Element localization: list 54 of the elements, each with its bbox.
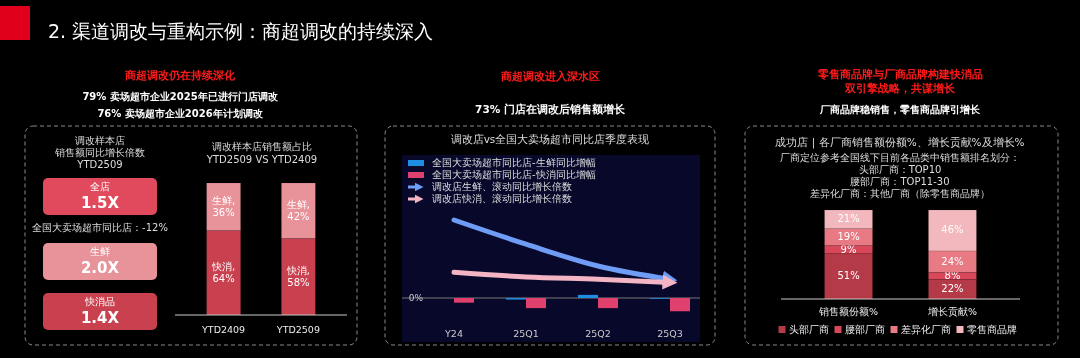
text: 生鲜 [90, 246, 110, 257]
text: 差异化厂商：其他厂商（除零售商品牌） [810, 188, 990, 199]
text: 调改样本店 [75, 135, 125, 146]
text: 头部厂商：TOP10 [858, 164, 942, 175]
x-tick-label: 销售额份额% [818, 305, 879, 317]
legend-label: 全国大卖场超市同比店-生鲜同比增幅 [432, 157, 596, 168]
data-label: 46% [941, 224, 964, 236]
text: 腰部厂商：TOP11-30 [850, 176, 950, 187]
text: 2.0X [80, 258, 120, 277]
data-label: 快消, 58% [285, 264, 310, 288]
text: 76% 卖场超市企业2026年计划调改 [97, 108, 264, 119]
text: 全国大卖场超市同比店：-12% [32, 222, 168, 233]
text: 73% 门店在调改后销售额增长 [475, 103, 626, 115]
x-tick-label: 25Q1 [513, 327, 539, 339]
text: 零售商品牌与厂商品牌构建快消品 [816, 68, 983, 81]
data-label: 24% [941, 255, 964, 267]
text: 1.5X [80, 193, 120, 212]
chart-title: 调改店vs全国大卖场超市同比店季度表现 [450, 133, 650, 145]
data-label: 51% [837, 270, 860, 282]
data-label: 生鲜, 36% [212, 194, 236, 218]
text: 快消品 [84, 296, 115, 307]
text: 商超调改仍在持续深化 [124, 69, 236, 82]
chart-title: 调改样本店销售额占比 YTD2509 VS YTD2409 [205, 141, 318, 165]
text: 商超调改进入深水区 [499, 70, 600, 83]
data-label: 22% [941, 283, 964, 295]
data-label: 9% [840, 243, 857, 255]
text: 厂商定位参考全国线下目前各品类中销售额排名划分： [780, 152, 1020, 163]
data-label: 21% [837, 213, 860, 225]
chart-title: 成功店 | 各厂商销售额份额%、增长贡献%及增长% [775, 136, 1025, 149]
text: 1.4X [80, 308, 120, 327]
x-tick-label: 25Q2 [585, 327, 611, 339]
legend-label: 调改店生鲜、滚动同比增长倍数 [432, 181, 572, 192]
legend-label: 头部厂商 [788, 323, 829, 335]
x-tick-label: 增长贡献% [926, 305, 977, 317]
legend-label: 差异化厂商 [900, 323, 951, 335]
legend-label: 调改店快消、滚动同比增长倍数 [432, 193, 572, 204]
text: 79% 卖场超市企业2025年已进行门店调改 [82, 91, 279, 102]
x-tick-label: YTD2509 [275, 323, 320, 335]
text: 全店 [90, 181, 110, 192]
text: 双引擎战略，共谋增长 [844, 82, 956, 95]
x-tick-label: YTD2409 [201, 323, 246, 335]
ref-line-label: 0% [408, 292, 424, 303]
text: 厂商品牌稳销售，零售商品牌引增长 [819, 104, 981, 115]
data-label: 快消, 64% [211, 260, 236, 284]
x-tick-label: Y24 [444, 327, 463, 339]
legend-label: 腰部厂商 [844, 323, 885, 335]
text: 2. 渠道调改与重构示例：商超调改的持续深入 [48, 19, 434, 42]
legend-label: 全国大卖场超市同比店-快消同比增幅 [432, 169, 596, 180]
text: 销售额同比增长倍数 [54, 147, 145, 158]
x-tick-label: 25Q3 [657, 327, 683, 339]
text: YTD2509 [76, 159, 123, 170]
legend-label: 零售商品牌 [966, 323, 1017, 335]
data-label: 生鲜, 42% [286, 198, 310, 222]
data-label: 19% [837, 231, 860, 243]
